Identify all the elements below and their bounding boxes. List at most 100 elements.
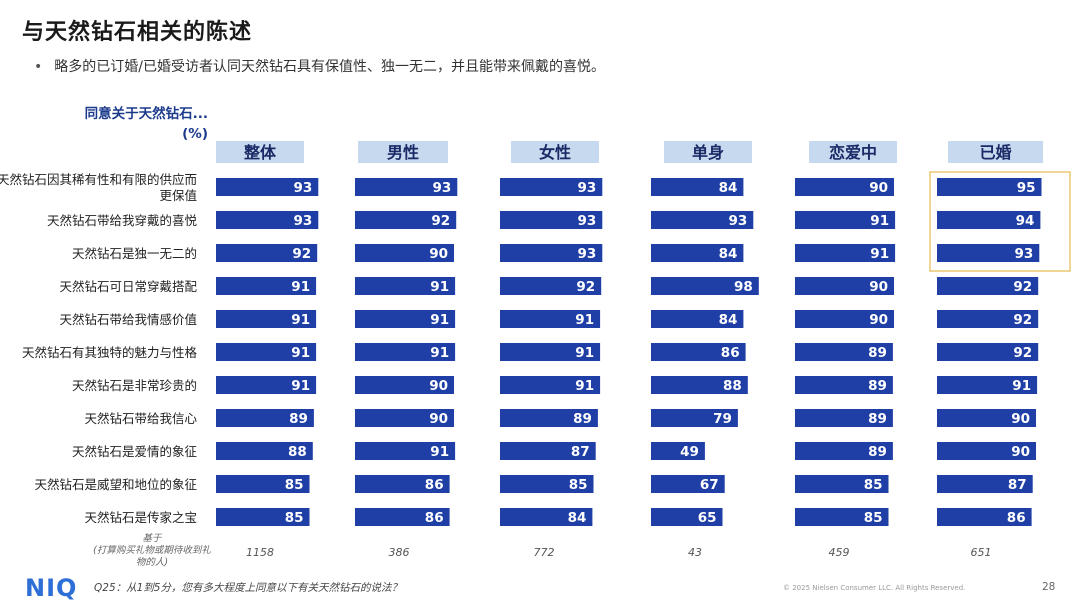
bar-value-label: 91 (870, 213, 889, 229)
bar-value-label: 87 (1008, 477, 1027, 493)
category-label: 天然钻石可日常穿戴搭配 (59, 279, 197, 294)
bar-value-label: 87 (571, 444, 590, 460)
category-label: 天然钻石因其稀有性和有限的供应而 (0, 172, 197, 187)
category-label: 天然钻石是爱情的象征 (72, 444, 198, 459)
bar (355, 310, 456, 328)
category-label: 天然钻石带给我情感价值 (59, 312, 197, 327)
bar (651, 211, 754, 229)
bar (937, 376, 1038, 394)
bar (937, 409, 1036, 427)
bar-value-label: 86 (1007, 510, 1026, 526)
bar-value-label: 84 (568, 510, 587, 526)
bar-value-label: 92 (576, 279, 595, 295)
bar (651, 310, 744, 328)
bar (500, 409, 598, 427)
bar (500, 277, 602, 295)
bar-value-label: 79 (713, 411, 732, 427)
bar-value-label: 91 (430, 444, 449, 460)
bar (937, 508, 1032, 526)
category-label: 天然钻石是独一无二的 (72, 246, 197, 261)
bar (651, 442, 705, 460)
category-label: 天然钻石有其独特的魅力与性格 (22, 345, 198, 360)
column-header-label: 恋爱中 (829, 143, 877, 162)
axis-heading: 同意关于天然钻石... (%) (40, 104, 208, 144)
bar-value-label: 93 (1015, 246, 1034, 262)
category-label-cont: 更保值 (159, 188, 197, 203)
bar-value-label: 93 (578, 213, 597, 229)
column-header-box (664, 141, 752, 163)
bar-value-label: 89 (868, 345, 887, 361)
base-count: 43 (688, 546, 702, 559)
bar (355, 178, 458, 196)
base-count: 1158 (246, 546, 274, 559)
bar-value-label: 85 (285, 510, 304, 526)
column-header-label: 男性 (387, 143, 419, 162)
bar-value-label: 90 (1011, 444, 1030, 460)
bar (795, 343, 893, 361)
footer-copyright: © 2025 Nielsen Consumer LLC. All Rights … (783, 584, 966, 592)
bar-value-label: 91 (575, 378, 594, 394)
bar (651, 508, 723, 526)
bar-value-label: 65 (698, 510, 717, 526)
bar (651, 343, 746, 361)
bar (937, 442, 1036, 460)
bar (795, 178, 894, 196)
bar-value-label: 91 (575, 312, 594, 328)
bar-value-label: 92 (1013, 312, 1032, 328)
bar-value-label: 67 (700, 477, 719, 493)
bar-value-label: 90 (429, 246, 448, 262)
bar (355, 277, 456, 295)
bar (795, 211, 896, 229)
bar (937, 211, 1041, 229)
bar (216, 244, 318, 262)
base-label-line: 基于 (142, 533, 163, 544)
bar-value-label: 90 (869, 312, 888, 328)
bar (500, 310, 601, 328)
bar (795, 277, 894, 295)
bar (355, 211, 457, 229)
bar (937, 277, 1039, 295)
bar (216, 508, 310, 526)
bar-value-label: 89 (868, 444, 887, 460)
bar (216, 409, 314, 427)
axis-heading-line1: 同意关于天然钻石... (84, 106, 208, 122)
bar-value-label: 89 (868, 378, 887, 394)
category-label: 天然钻石是非常珍贵的 (72, 378, 197, 393)
bar (216, 211, 319, 229)
bar (500, 343, 601, 361)
bar (216, 343, 317, 361)
bar-value-label: 91 (575, 345, 594, 361)
bar-value-label: 90 (869, 180, 888, 196)
column-header-box (358, 141, 448, 163)
bar (216, 376, 317, 394)
column-header-box (948, 141, 1043, 163)
bar-value-label: 91 (291, 312, 310, 328)
bar-value-label: 93 (578, 180, 597, 196)
bar-value-label: 90 (869, 279, 888, 295)
bar-value-label: 92 (292, 246, 311, 262)
bar-value-label: 84 (719, 246, 738, 262)
column-header-label: 单身 (692, 143, 724, 162)
bar (355, 343, 456, 361)
base-label-line: 物的人) (136, 556, 168, 568)
bar (355, 409, 454, 427)
bar (651, 244, 744, 262)
bar (937, 178, 1042, 196)
bar-value-label: 91 (291, 345, 310, 361)
bar (355, 244, 454, 262)
bar-value-label: 85 (864, 510, 883, 526)
bar-value-label: 91 (291, 378, 310, 394)
bar-value-label: 86 (425, 477, 444, 493)
bar-value-label: 86 (721, 345, 740, 361)
bar-value-label: 93 (433, 180, 452, 196)
bar-value-label: 93 (294, 180, 313, 196)
bar (795, 508, 889, 526)
bar-value-label: 89 (289, 411, 308, 427)
bar (216, 178, 319, 196)
column-header-box (809, 141, 897, 163)
column-header-label: 已婚 (979, 143, 1011, 162)
bar (500, 475, 594, 493)
bar-value-label: 84 (719, 312, 738, 328)
column-header-label: 整体 (243, 143, 277, 162)
